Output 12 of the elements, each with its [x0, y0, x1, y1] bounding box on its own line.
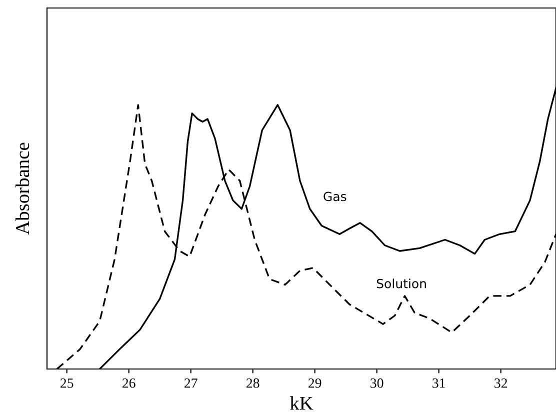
x-tick-label: 29: [308, 378, 322, 388]
series-label: Solution: [376, 278, 426, 288]
y-axis-title: Absorbance: [15, 142, 30, 235]
series-label: Gas: [324, 192, 346, 202]
x-tick-label: 31: [432, 378, 445, 388]
x-tick-label: 26: [122, 378, 136, 388]
x-tick-label: 32: [494, 378, 507, 388]
x-axis-title: kK: [290, 396, 314, 410]
x-tick-label: 28: [246, 378, 260, 388]
x-tick-label: 27: [184, 378, 198, 388]
x-tick-label: 30: [370, 378, 384, 388]
x-tick-label: 25: [60, 378, 74, 388]
